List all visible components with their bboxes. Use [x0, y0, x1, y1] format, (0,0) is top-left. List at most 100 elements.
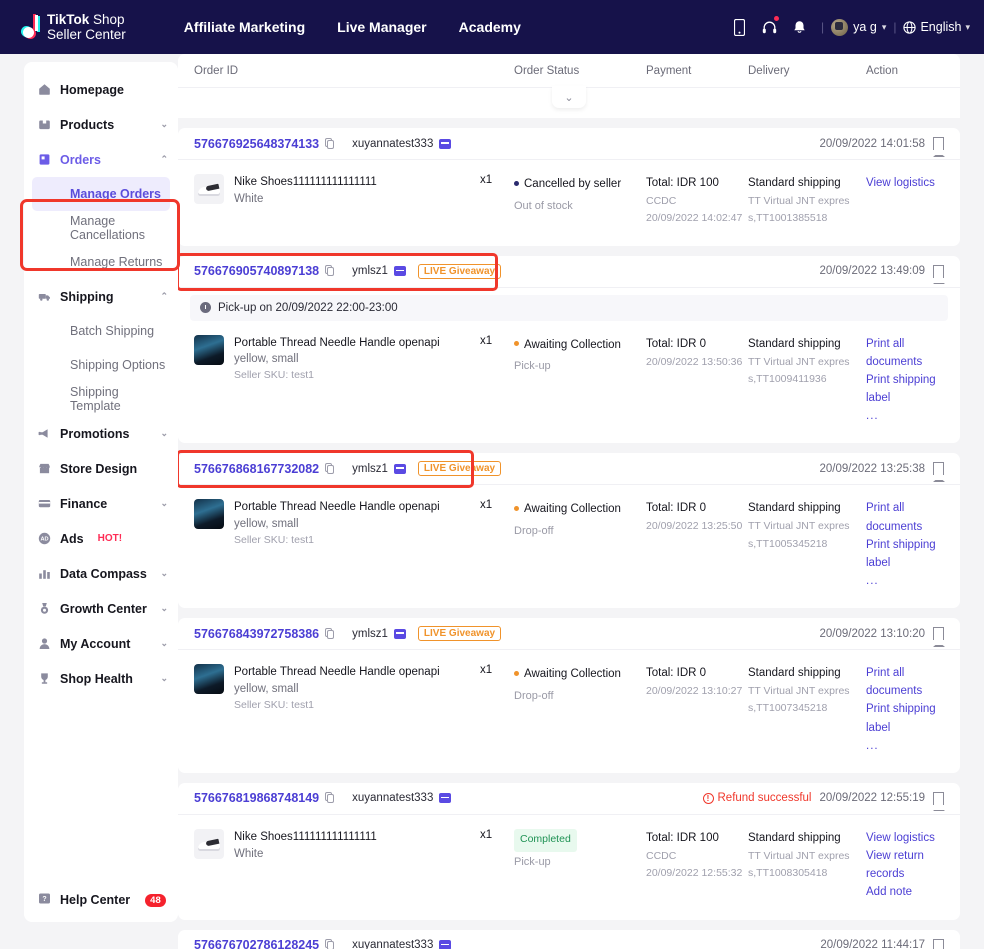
- action-link[interactable]: Print shipping label: [866, 703, 936, 734]
- action-link[interactable]: Print all documents: [866, 502, 923, 533]
- more-actions-button[interactable]: ...: [866, 575, 879, 587]
- copy-icon[interactable]: [325, 137, 336, 150]
- action-link[interactable]: Print shipping label: [866, 538, 936, 569]
- product-sku: Seller SKU: test1: [234, 698, 314, 711]
- product-thumbnail[interactable]: [194, 334, 224, 365]
- sidebar-item-manage-cancellations[interactable]: Manage Cancellations: [32, 211, 170, 245]
- action-link[interactable]: View return records: [866, 850, 924, 881]
- action-link[interactable]: Add note: [866, 886, 913, 899]
- sidebar-label-orders: Orders: [60, 152, 101, 167]
- copy-icon[interactable]: [325, 462, 336, 475]
- delivery-cell: Standard shipping TT Virtual JNT expres …: [748, 829, 866, 902]
- nav-live-manager[interactable]: Live Manager: [337, 19, 427, 35]
- sidebar-item-ads[interactable]: AD Ads HOT!: [24, 521, 178, 556]
- chat-icon[interactable]: [439, 793, 452, 804]
- sidebar-item-orders[interactable]: Orders ⌃: [24, 142, 178, 177]
- chat-icon[interactable]: [393, 266, 406, 277]
- order-id-link[interactable]: 576676843972758386: [194, 626, 320, 641]
- bookmark-icon[interactable]: [932, 791, 945, 812]
- order-header: 576676925648374133 xuyannatest333 20/09/…: [178, 128, 960, 160]
- chevron-down-icon: ⌄: [160, 119, 168, 129]
- sidebar-label-promotions: Promotions: [60, 426, 130, 441]
- order-id-link[interactable]: 576676702786128245: [194, 938, 320, 949]
- sidebar-item-manage-orders[interactable]: Manage Orders: [32, 177, 170, 211]
- more-actions-button[interactable]: ...: [866, 739, 879, 752]
- chevron-down-icon: ⌄: [160, 428, 168, 438]
- tiktok-shop-seller-center-logo[interactable]: TikTok Shop Seller Center: [21, 12, 126, 42]
- bookmark-icon[interactable]: [932, 264, 945, 285]
- product-sku: Seller SKU: test1: [234, 368, 314, 381]
- product-name: Nike Shoes111111111111111: [234, 176, 377, 188]
- order-header: 576676819868748149 xuyannatest333 ! Refu…: [178, 783, 960, 815]
- chat-icon[interactable]: [393, 628, 406, 639]
- action-link[interactable]: View logistics: [866, 177, 935, 189]
- product-thumbnail[interactable]: [194, 499, 224, 530]
- sidebar-item-growth-center[interactable]: Growth Center ⌄: [24, 591, 178, 626]
- action-link[interactable]: Print all documents: [866, 667, 923, 698]
- product-thumbnail[interactable]: [194, 664, 224, 695]
- chat-icon[interactable]: [439, 138, 452, 149]
- copy-icon[interactable]: [325, 265, 336, 277]
- status-text: Awaiting Collection: [514, 503, 621, 515]
- product-quantity: x1: [480, 499, 493, 512]
- sidebar-item-shop-health[interactable]: Shop Health ⌄: [24, 661, 178, 696]
- sidebar-item-data-compass[interactable]: Data Compass ⌄: [24, 556, 178, 591]
- order-id-link[interactable]: 576676905740897138: [194, 264, 320, 279]
- chevron-down-icon: ⌄: [160, 673, 168, 683]
- language-selector[interactable]: English ▾: [903, 20, 970, 34]
- user-menu[interactable]: ya g ▾: [831, 18, 886, 36]
- sidebar-item-store-design[interactable]: Store Design: [24, 451, 178, 486]
- action-cell: Print all documents Print shipping label.…: [866, 664, 944, 755]
- sidebar-item-shipping-template[interactable]: Shipping Template: [32, 382, 170, 416]
- column-header-action: Action: [866, 64, 898, 77]
- headset-support-icon[interactable]: [754, 12, 784, 42]
- order-header-right: 20/09/2022 13:49:09: [819, 264, 945, 285]
- sidebar-item-shipping[interactable]: Shipping ⌃: [24, 279, 178, 314]
- order-id-link[interactable]: 576676868167732082: [194, 461, 320, 476]
- chat-icon[interactable]: [393, 463, 406, 474]
- copy-icon[interactable]: [325, 792, 336, 804]
- delivery-carrier: TT Virtual JNT expres: [748, 194, 850, 207]
- order-header-right: 20/09/2022 13:25:38: [819, 462, 945, 482]
- sidebar-item-manage-returns[interactable]: Manage Returns: [32, 245, 170, 279]
- sidebar-item-products[interactable]: Products ⌄: [24, 107, 178, 142]
- copy-icon[interactable]: [325, 627, 336, 640]
- sidebar-item-finance[interactable]: Finance ⌄: [24, 486, 178, 521]
- order-header: 576676843972758386 ymlsz1 LIVE Giveaway …: [178, 618, 960, 651]
- nav-divider-2: |: [893, 20, 897, 34]
- bookmark-icon[interactable]: [932, 627, 945, 647]
- sidebar-item-help-center[interactable]: ? Help Center 48: [24, 892, 178, 908]
- nav-affiliate-marketing[interactable]: Affiliate Marketing: [183, 19, 306, 35]
- chevron-down-icon: ⌄: [160, 498, 168, 508]
- bookmark-icon[interactable]: [933, 938, 944, 949]
- sidebar-item-promotions[interactable]: Promotions ⌄: [24, 416, 178, 451]
- product-thumbnail[interactable]: [194, 828, 224, 859]
- order-id-link[interactable]: 576676925648374133: [194, 136, 320, 151]
- column-header-order-id: Order ID: [194, 64, 239, 77]
- sidebar-item-my-account[interactable]: My Account ⌄: [24, 626, 178, 661]
- notification-bell-icon[interactable]: [784, 12, 814, 42]
- sidebar-label-products: Products: [60, 117, 115, 132]
- sidebar-item-shipping-options[interactable]: Shipping Options: [32, 348, 170, 382]
- order-status-cell: Awaiting Collection Pick-up: [514, 335, 646, 426]
- bookmark-icon[interactable]: [932, 137, 945, 157]
- sidebar-label-growth-center: Growth Center: [60, 601, 147, 616]
- copy-icon[interactable]: [325, 939, 336, 949]
- sidebar-item-homepage[interactable]: Homepage: [24, 72, 178, 107]
- product-cell: Portable Thread Needle Handle openapi ye…: [194, 499, 480, 590]
- buyer-username: ymlsz1: [352, 462, 388, 475]
- action-link[interactable]: View logistics: [866, 831, 935, 844]
- chat-icon[interactable]: [439, 940, 452, 949]
- more-actions-button[interactable]: ...: [866, 410, 879, 423]
- collapse-toggle-button[interactable]: ⌄: [552, 86, 586, 108]
- action-link[interactable]: Print all documents: [866, 337, 923, 368]
- product-thumbnail[interactable]: [194, 174, 224, 204]
- sidebar-item-batch-shipping[interactable]: Batch Shipping: [32, 314, 170, 348]
- nav-academy[interactable]: Academy: [458, 19, 521, 35]
- order-id-link[interactable]: 576676819868748149: [194, 791, 320, 806]
- mobile-app-icon[interactable]: [724, 12, 754, 42]
- bookmark-icon[interactable]: [932, 462, 945, 482]
- action-link[interactable]: Print shipping label: [866, 373, 936, 405]
- status-subtext: Pick-up: [514, 360, 551, 373]
- sidebar-label-shipping-options: Shipping Options: [70, 358, 166, 372]
